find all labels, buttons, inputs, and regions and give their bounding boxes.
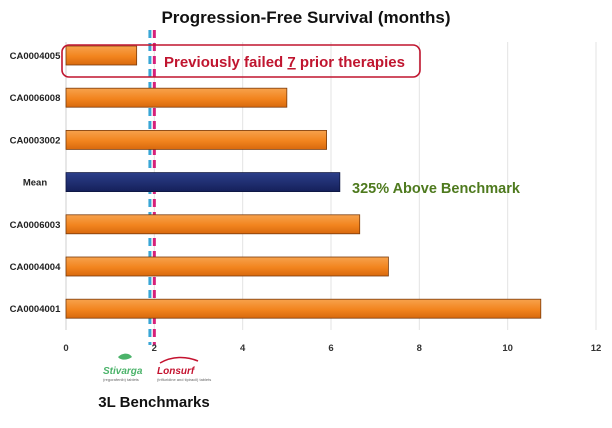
category-label: CA0004004	[10, 262, 61, 273]
category-label: CA0006003	[10, 220, 61, 231]
callout-annotation: Previously failed 7 prior therapies	[61, 44, 421, 78]
bar-ca0003002	[65, 129, 327, 150]
x-tick-label: 8	[417, 343, 422, 354]
bar-ca0006008	[65, 87, 288, 108]
bar-ca0004001	[65, 298, 542, 319]
lonsurf-logo-text: Lonsurf	[157, 366, 196, 377]
lonsurf-swoosh-icon	[159, 356, 199, 364]
callout-number: 7	[287, 54, 295, 71]
x-tick-label: 0	[63, 343, 68, 354]
stivarga-leaf-icon	[118, 353, 132, 360]
category-label: Mean	[23, 178, 47, 189]
x-tick-labels: 0 2 4 6 8 10 12	[63, 343, 601, 354]
stivarga-logo: Stivarga (regorafenib) tablets	[103, 353, 143, 382]
x-tick-label: 2	[152, 343, 157, 354]
bar-mean	[65, 172, 341, 193]
callout-box	[61, 44, 421, 78]
category-label: CA0004001	[10, 304, 61, 315]
callout-pre: Previously failed	[164, 54, 287, 71]
bar-ca0004005	[65, 45, 138, 66]
x-tick-label: 10	[502, 343, 513, 354]
x-tick-label: 6	[328, 343, 333, 354]
lonsurf-logo: Lonsurf (trifluridine and tipiracil) tab…	[157, 356, 211, 382]
callout-text: Previously failed 7 prior therapies	[164, 54, 405, 71]
category-label: CA0006008	[10, 93, 61, 104]
lonsurf-logo-tagline: (trifluridine and tipiracil) tablets	[157, 377, 211, 382]
category-label: CA0003002	[10, 135, 61, 146]
stivarga-logo-tagline: (regorafenib) tablets	[103, 377, 139, 382]
x-tick-label: 4	[240, 343, 246, 354]
callout-post: prior therapies	[296, 54, 405, 71]
benchmarks-label: 3L Benchmarks	[98, 394, 209, 411]
category-label: CA0004005	[10, 51, 61, 62]
bar-ca0004004	[65, 256, 389, 277]
category-labels: CA0004005 CA0006008 CA0003002 Mean CA0006003…	[10, 51, 61, 315]
mean-annotation: 325% Above Benchmark	[352, 181, 521, 197]
bar-ca0006003	[65, 214, 361, 235]
x-tick-label: 12	[591, 343, 602, 354]
chart-title: Progression-Free Survival (months)	[161, 8, 450, 27]
stivarga-logo-text: Stivarga	[103, 366, 143, 377]
bars	[65, 45, 542, 319]
